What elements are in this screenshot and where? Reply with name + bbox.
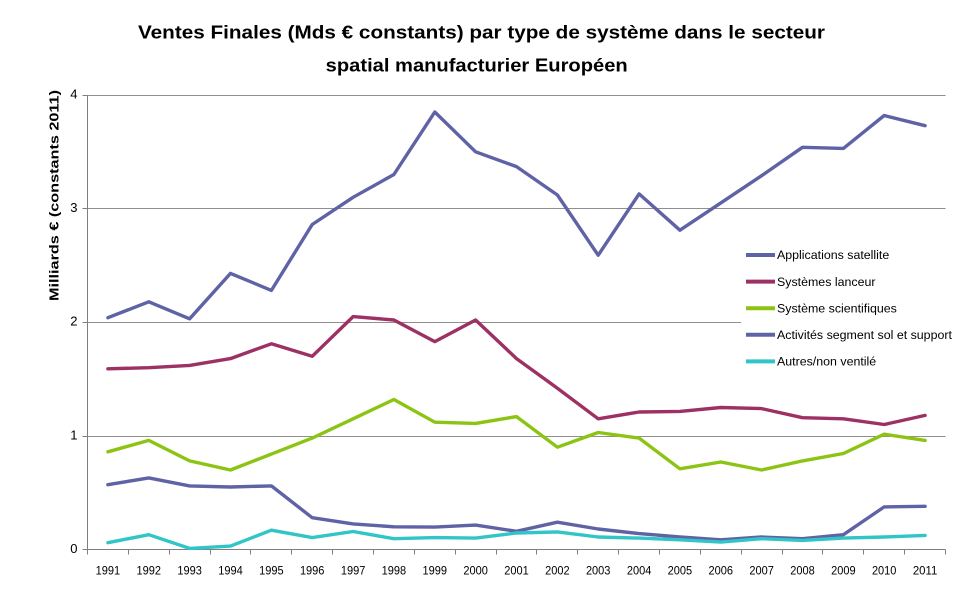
- svg-text:2010: 2010: [872, 563, 897, 577]
- svg-text:2004: 2004: [627, 563, 652, 577]
- svg-text:2007: 2007: [749, 563, 774, 577]
- svg-text:1993: 1993: [177, 563, 202, 577]
- svg-text:Ventes Finales (Mds € constant: Ventes Finales (Mds € constants) par typ…: [138, 23, 825, 43]
- svg-text:2009: 2009: [831, 563, 856, 577]
- svg-text:1994: 1994: [218, 563, 243, 577]
- svg-text:2: 2: [70, 314, 77, 329]
- svg-text:2008: 2008: [790, 563, 815, 577]
- svg-text:3: 3: [70, 200, 77, 215]
- svg-text:Milliards € (constants 2011): Milliards € (constants 2011): [47, 90, 62, 301]
- svg-text:2011: 2011: [913, 563, 938, 577]
- svg-text:2000: 2000: [463, 563, 488, 577]
- svg-text:2005: 2005: [668, 563, 693, 577]
- svg-text:4: 4: [70, 86, 77, 101]
- svg-text:2006: 2006: [709, 563, 734, 577]
- svg-text:1991: 1991: [96, 563, 121, 577]
- svg-text:1: 1: [70, 427, 77, 442]
- svg-text:1995: 1995: [259, 563, 284, 577]
- svg-text:1999: 1999: [423, 563, 448, 577]
- svg-text:0: 0: [70, 541, 77, 556]
- svg-text:2002: 2002: [545, 563, 570, 577]
- svg-text:2001: 2001: [504, 563, 529, 577]
- svg-text:Activités segment sol et suppo: Activités segment sol et support: [777, 328, 952, 342]
- svg-text:Applications satellite: Applications satellite: [777, 248, 889, 262]
- svg-text:Systèmes lanceur: Systèmes lanceur: [777, 275, 875, 289]
- svg-text:2003: 2003: [586, 563, 611, 577]
- svg-text:1997: 1997: [341, 563, 366, 577]
- svg-text:spatial manufacturier Européen: spatial manufacturier Européen: [326, 56, 628, 76]
- svg-text:Autres/non ventilé: Autres/non ventilé: [777, 355, 876, 369]
- svg-text:1996: 1996: [300, 563, 325, 577]
- svg-text:Système scientifiques: Système scientifiques: [777, 301, 897, 315]
- svg-text:1998: 1998: [382, 563, 407, 577]
- svg-text:1992: 1992: [137, 563, 162, 577]
